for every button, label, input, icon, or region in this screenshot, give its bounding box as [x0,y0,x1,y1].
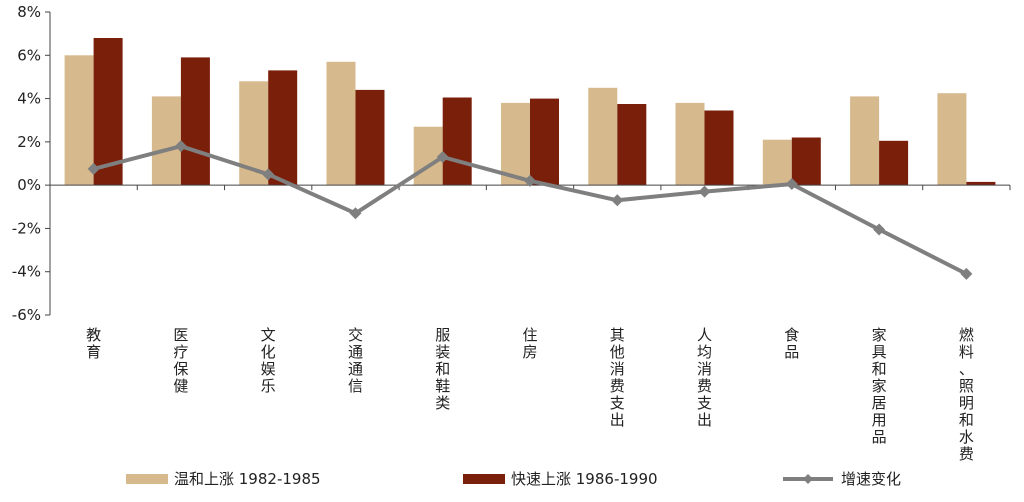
line-point [698,185,711,198]
line-point [785,178,798,191]
bar [762,139,792,186]
bar [268,70,298,186]
bar [704,110,734,186]
bar [64,55,94,186]
y-tick-label: -2% [12,219,41,237]
bars [64,38,996,186]
y-tick-label: 8% [17,3,41,21]
y-axis: 8% 6% 4% 2% 0% -2% -4% -6% [12,3,51,324]
legend-label: 快速上涨 1986-1990 [511,470,658,488]
category-label: 住房 [522,326,537,361]
category-label: 家具和家居用品 [872,326,887,446]
y-tick-label: -4% [12,263,41,281]
line-series [87,140,973,280]
bar [937,93,967,186]
legend: 温和上涨 1982-1985 快速上涨 1986-1990 增速变化 [126,470,901,488]
y-tick-label: -6% [12,306,41,324]
legend-marker [803,474,813,484]
line-point [611,194,624,207]
bar [151,96,181,186]
line-point [524,174,536,187]
line-point [174,140,187,153]
category-label: 交通通信 [348,326,363,395]
legend-swatch [463,474,505,484]
bar [588,87,618,186]
category-label: 其他消费支出 [610,326,625,429]
category-label: 人均消费支出 [697,326,712,429]
bar [675,102,705,186]
y-tick-label: 0% [17,176,41,194]
bar [530,98,559,186]
category-label: 食品 [784,326,799,361]
bar [326,61,356,186]
bar [850,96,880,186]
category-label: 教育 [86,326,101,361]
bar [180,57,210,186]
line-point [436,151,449,164]
bar [501,102,530,186]
bar [791,137,821,186]
line-point [960,267,973,280]
legend-swatch [126,474,168,484]
line-point [873,223,886,236]
bar [617,104,647,186]
line-point [87,162,100,175]
y-tick-label: 2% [17,133,41,151]
legend-label: 增速变化 [841,470,901,488]
category-labels: 教育 医疗保健 文化娱乐 交通通信 服装和鞋类 住房 其他消费支出 人均消费支出 食品 家具和家居… [86,326,974,463]
bar [879,140,909,186]
category-label: 医疗保健 [173,326,188,395]
legend-label: 温和上涨 1982-1985 [174,470,321,488]
line-point [349,207,362,220]
line-point [262,168,275,181]
bar [355,89,385,186]
category-label: 燃料、照明和水费 [959,326,974,463]
category-label: 服装和鞋类 [435,326,450,412]
bar [442,97,472,186]
y-tick-label: 6% [17,46,41,64]
category-label: 文化娱乐 [261,326,276,395]
bar [966,181,996,186]
y-tick-label: 4% [17,90,41,108]
